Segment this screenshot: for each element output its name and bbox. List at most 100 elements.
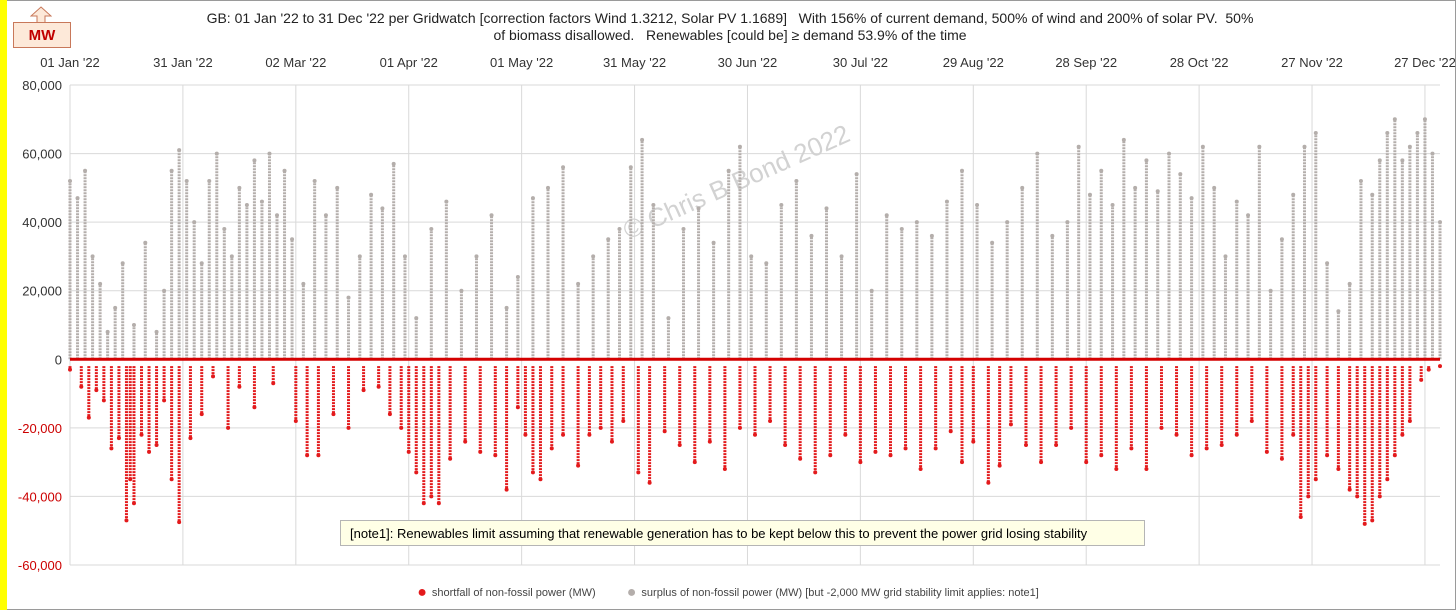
x-tick-label: 30 Jun '22 xyxy=(718,55,778,70)
surplus-point xyxy=(275,213,280,218)
surplus-point xyxy=(869,288,874,293)
shortfall-point xyxy=(737,425,742,430)
shortfall-point xyxy=(361,388,366,393)
shortfall-point xyxy=(828,453,833,458)
surplus-point xyxy=(1087,192,1092,197)
shortfall-point xyxy=(1407,419,1412,423)
surplus-point xyxy=(1400,158,1405,163)
surplus-point xyxy=(1336,309,1341,314)
shortfall-point xyxy=(1054,443,1059,447)
surplus-point xyxy=(113,305,118,310)
surplus-point xyxy=(696,206,701,211)
series-surplus xyxy=(68,117,1442,360)
shortfall-point xyxy=(154,443,159,447)
shortfall-point xyxy=(399,425,404,430)
shortfall-point xyxy=(692,460,697,465)
surplus-point xyxy=(143,240,148,245)
shortfall-point xyxy=(147,449,152,454)
shortfall-point xyxy=(1084,460,1089,465)
shortfall-point xyxy=(647,480,652,485)
shortfall-point xyxy=(406,449,411,454)
shortfall-point xyxy=(237,384,242,389)
surplus-point xyxy=(960,168,965,173)
shortfall-point xyxy=(515,405,520,410)
chart-title-line-1: GB: 01 Jan '22 to 31 Dec '22 per Gridwat… xyxy=(206,10,1254,26)
shortfall-point xyxy=(1129,446,1134,451)
shortfall-point xyxy=(429,494,434,499)
shortfall-point xyxy=(1219,443,1224,447)
legend-label-surplus: surplus of non-fossil power (MW) [but -2… xyxy=(641,587,1039,599)
data-series xyxy=(68,117,1442,526)
shortfall-point xyxy=(576,463,581,468)
shortfall-point xyxy=(1426,367,1431,372)
shortfall-point xyxy=(971,439,976,444)
surplus-point xyxy=(854,172,859,177)
x-tick-label: 29 Aug '22 xyxy=(943,55,1004,70)
shortfall-point xyxy=(305,453,310,458)
surplus-point xyxy=(1407,144,1412,149)
surplus-point xyxy=(1313,131,1318,135)
surplus-point xyxy=(914,220,919,225)
shortfall-point xyxy=(677,443,682,447)
surplus-point xyxy=(267,151,272,156)
surplus-point xyxy=(429,227,434,231)
x-tick-label: 02 Mar '22 xyxy=(265,55,326,70)
shortfall-point xyxy=(768,419,773,423)
surplus-point xyxy=(824,206,829,211)
shortfall-point xyxy=(813,470,818,475)
shortfall-point xyxy=(162,398,167,403)
surplus-point xyxy=(323,213,328,218)
surplus-point xyxy=(229,254,234,259)
shortfall-point xyxy=(1370,518,1375,523)
shortfall-point xyxy=(331,412,336,417)
left-accent-strip xyxy=(0,0,7,610)
surplus-point xyxy=(1291,192,1296,197)
surplus-point xyxy=(1415,131,1420,135)
y-tick-label: 80,000 xyxy=(22,78,62,93)
y-tick-label: -20,000 xyxy=(18,421,62,436)
surplus-point xyxy=(192,220,197,225)
shortfall-point xyxy=(1392,453,1397,458)
legend-item-surplus: ● surplus of non-fossil power (MW) [but -… xyxy=(627,584,1039,602)
surplus-point xyxy=(1377,158,1382,163)
chart-title-line-2: of biomass disallowed. Renewables [could… xyxy=(493,27,967,43)
legend-marker-shortfall: ● xyxy=(417,584,427,601)
legend-marker-surplus: ● xyxy=(626,584,637,601)
surplus-point xyxy=(75,196,80,201)
shortfall-point xyxy=(188,436,193,441)
shortfall-point xyxy=(1039,460,1044,465)
shortfall-point xyxy=(1204,446,1209,451)
surplus-point xyxy=(301,281,306,286)
shortfall-point xyxy=(587,432,592,437)
surplus-point xyxy=(899,227,904,231)
shortfall-point xyxy=(478,449,483,454)
shortfall-point xyxy=(873,449,878,454)
surplus-point xyxy=(346,295,351,300)
shortfall-point xyxy=(387,412,392,417)
surplus-point xyxy=(357,254,362,259)
shortfall-point xyxy=(1419,377,1424,382)
shortfall-point xyxy=(68,367,72,372)
surplus-point xyxy=(1005,220,1010,225)
surplus-point xyxy=(402,254,407,259)
surplus-point xyxy=(414,316,419,321)
surplus-point xyxy=(120,261,125,266)
shortfall-point xyxy=(252,405,257,410)
shortfall-point xyxy=(523,432,528,437)
x-tick-label: 01 Jan '22 xyxy=(40,55,100,70)
surplus-point xyxy=(222,227,227,231)
surplus-point xyxy=(252,158,257,163)
y-axis-tick-labels: 80,000 60,000 40,000 20,000 0 -20,000 -40,000 -… xyxy=(18,78,62,573)
surplus-point xyxy=(1438,220,1442,225)
shortfall-point xyxy=(1069,425,1074,430)
shortfall-point xyxy=(436,501,441,506)
surplus-point xyxy=(1257,144,1262,149)
shortfall-point xyxy=(753,432,757,437)
x-tick-label: 27 Dec '22 xyxy=(1394,55,1456,70)
surplus-point xyxy=(162,288,167,293)
shortfall-point xyxy=(1355,494,1360,499)
surplus-point xyxy=(1370,192,1375,197)
shortfall-point xyxy=(293,419,298,423)
shortfall-point xyxy=(124,518,129,523)
legend-item-shortfall: ● shortfall of non-fossil power (MW) xyxy=(417,584,596,602)
